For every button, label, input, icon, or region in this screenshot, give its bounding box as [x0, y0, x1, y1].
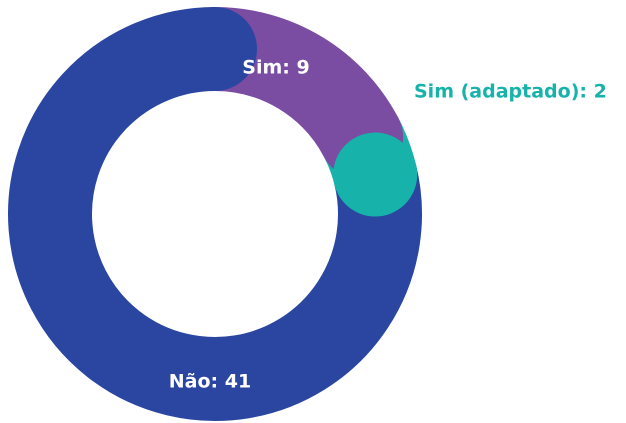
donut-segment — [8, 7, 422, 421]
value-label: Não: 41 — [169, 371, 251, 393]
value-label: Sim: 9 — [242, 57, 309, 79]
segment-cap — [173, 7, 257, 91]
value-label: Sim (adaptado): 2 — [414, 81, 607, 103]
segment-cap — [333, 132, 418, 217]
